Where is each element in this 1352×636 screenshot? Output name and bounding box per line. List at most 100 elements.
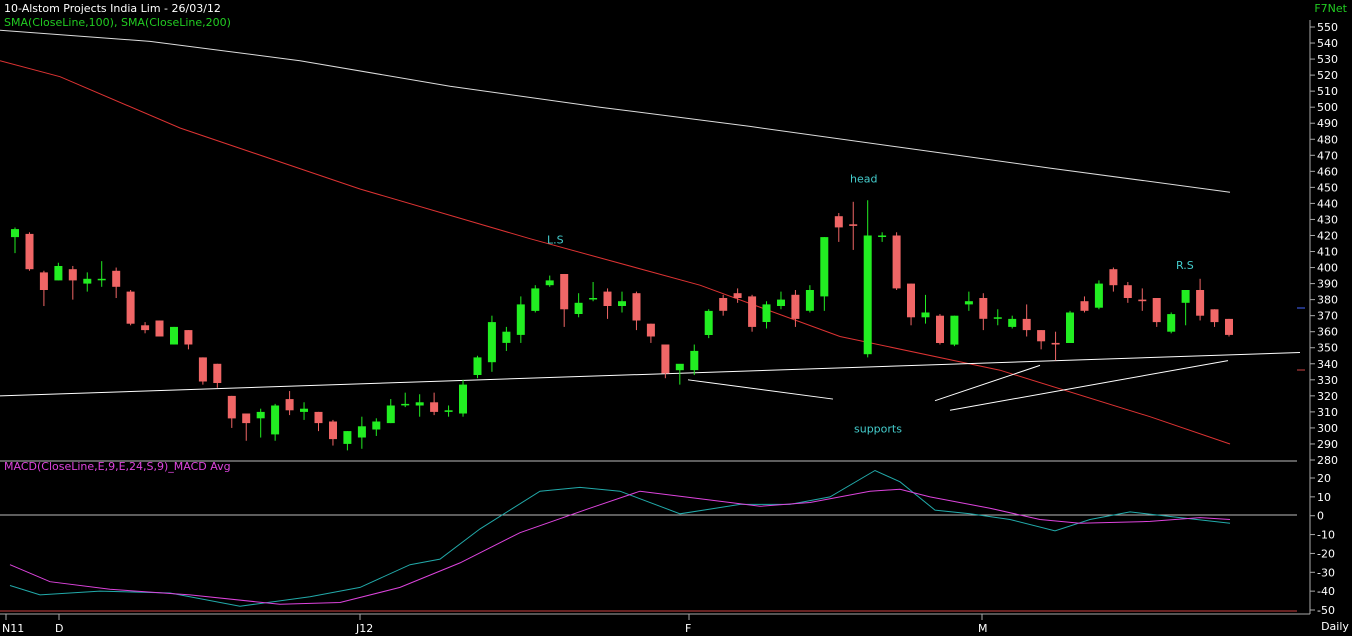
price-tick-label: 550	[1317, 21, 1338, 34]
candle-body	[805, 290, 814, 311]
price-tick-label: 310	[1317, 406, 1338, 419]
candle-body	[1051, 342, 1060, 345]
macd-tick-label: 20	[1317, 472, 1331, 485]
candle-body	[329, 421, 337, 440]
candle-body	[1094, 283, 1103, 308]
price-tick-label: 390	[1317, 278, 1338, 291]
macd-tick-label: -10	[1317, 529, 1335, 542]
time-axis: N11 D J12 F M	[2, 614, 988, 635]
price-tick-label: 470	[1317, 149, 1338, 162]
candle-body	[459, 384, 467, 414]
pattern-annotation: R.S	[1176, 259, 1194, 272]
macd-tick-label: -40	[1317, 585, 1335, 598]
candle-body	[632, 293, 641, 321]
price-tick-label: 290	[1317, 438, 1338, 451]
candle-body	[198, 357, 207, 382]
price-tick-label: 480	[1317, 133, 1338, 146]
candle-body	[39, 272, 48, 290]
support-trendline	[0, 352, 1301, 397]
candle-body	[834, 216, 843, 228]
candle-body	[1152, 298, 1161, 323]
candle-body	[155, 320, 164, 337]
sma100-line	[0, 60, 1231, 445]
candle-body	[502, 331, 511, 343]
period-label: Daily	[1321, 620, 1349, 633]
candle-body	[545, 280, 554, 286]
chart-title: 10-Alstom Projects India Lim - 26/03/12	[4, 2, 221, 15]
price-axis: 280 290 300 310 320 330 340 350 360 370 380 390 400 4…	[1310, 21, 1338, 467]
candle-body	[733, 293, 742, 298]
candle-body	[184, 330, 193, 345]
candle-body	[1167, 314, 1176, 332]
price-tick-label: 350	[1317, 342, 1338, 355]
pattern-annotation: supports	[854, 423, 902, 436]
candle-body	[704, 310, 713, 335]
candle-body	[950, 315, 959, 345]
candle-body	[921, 312, 930, 318]
candle-body	[791, 294, 800, 319]
candle-body	[242, 413, 251, 424]
candle-body	[444, 410, 453, 412]
candle-body	[25, 233, 34, 270]
annotations: L.S head R.S supports	[547, 173, 1194, 436]
candle-body	[1080, 301, 1089, 311]
candle-body	[372, 421, 381, 430]
candle-body	[762, 304, 771, 322]
price-tick-label: 360	[1317, 326, 1338, 339]
macd-series-line	[9, 469, 1231, 607]
candle-body	[54, 266, 63, 281]
price-tick-label: 300	[1317, 422, 1338, 435]
macd-series-line	[9, 488, 1231, 605]
pattern-annotation: head	[850, 173, 877, 186]
support-trendline	[949, 360, 1229, 411]
candles	[11, 200, 1233, 451]
candle-body	[560, 274, 569, 310]
candle-body	[878, 235, 887, 237]
candle-body	[892, 235, 901, 289]
candle-body	[314, 411, 323, 424]
candle-body	[401, 403, 410, 406]
candle-body	[285, 399, 294, 411]
candle-body	[83, 278, 92, 284]
candle-body	[531, 288, 540, 311]
candle-body	[97, 278, 106, 281]
support-trendline	[934, 364, 1041, 402]
macd-tick-label: -50	[1317, 604, 1335, 617]
trendlines	[0, 352, 1301, 411]
indicator-legend: SMA(CloseLine,100), SMA(CloseLine,200)	[4, 16, 231, 29]
candle-body	[213, 363, 222, 383]
candle-body	[646, 323, 655, 337]
time-tick-label: F	[685, 622, 691, 635]
macd-tick-label: -20	[1317, 547, 1335, 560]
price-tick-label: 380	[1317, 294, 1338, 307]
price-tick-label: 280	[1317, 454, 1338, 467]
candle-body	[227, 395, 236, 419]
candle-body	[748, 296, 757, 327]
candle-body	[141, 325, 150, 331]
price-tick-label: 370	[1317, 310, 1338, 323]
candle-body	[1123, 285, 1132, 298]
support-trendline	[687, 379, 834, 400]
candle-body	[979, 298, 988, 319]
price-tick-label: 410	[1317, 246, 1338, 259]
price-tick-label: 530	[1317, 53, 1338, 66]
time-tick-label: D	[55, 622, 63, 635]
price-tick-label: 490	[1317, 117, 1338, 130]
price-tick-label: 450	[1317, 181, 1338, 194]
candle-body	[993, 317, 1002, 319]
candle-body	[487, 322, 496, 363]
price-tick-label: 340	[1317, 358, 1338, 371]
sma200-line	[0, 29, 1231, 193]
price-tick-label: 500	[1317, 101, 1338, 114]
candle-body	[863, 235, 872, 355]
candle-body	[1210, 309, 1219, 323]
price-tick-label: 320	[1317, 390, 1338, 403]
candle-body	[1181, 290, 1190, 303]
candle-body	[675, 363, 684, 371]
price-tick-label: 460	[1317, 165, 1338, 178]
candle-body	[473, 357, 482, 375]
candle-body	[936, 315, 944, 343]
candle-body	[1138, 299, 1147, 302]
candle-body	[68, 269, 77, 281]
